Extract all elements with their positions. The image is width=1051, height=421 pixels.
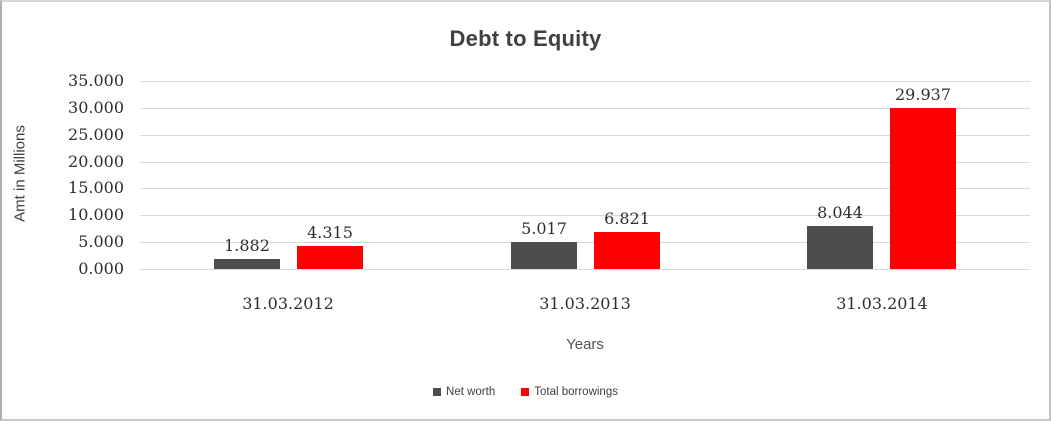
bar xyxy=(807,226,873,269)
x-tick-label: 31.03.2012 xyxy=(242,294,334,313)
bar-value-label: 1.882 xyxy=(224,236,270,255)
gridline xyxy=(140,135,1030,136)
y-tick-label: 15.000 xyxy=(68,178,124,197)
gridline xyxy=(140,269,1030,270)
bar xyxy=(297,246,363,269)
gridline xyxy=(140,188,1030,189)
bar xyxy=(511,242,577,269)
x-axis-title: Years xyxy=(566,336,604,353)
bar-value-label: 4.315 xyxy=(307,223,353,242)
y-axis-title: Amt in Millions xyxy=(11,125,29,222)
gridline xyxy=(140,81,1030,82)
bar-value-label: 6.821 xyxy=(604,209,650,228)
bar xyxy=(890,108,956,269)
chart-title: Debt to Equity xyxy=(449,26,602,51)
legend-swatch-icon xyxy=(521,388,530,396)
legend-item: Total borrowings xyxy=(521,386,618,398)
bar-value-label: 29.937 xyxy=(895,85,951,104)
legend: Net worth Total borrowings xyxy=(2,386,1049,398)
bar-value-label: 8.044 xyxy=(817,203,863,222)
y-tick-label: 25.000 xyxy=(68,125,124,144)
y-tick-label: 5.000 xyxy=(78,232,124,251)
gridline xyxy=(140,215,1030,216)
y-tick-label: 30.000 xyxy=(68,98,124,117)
gridline xyxy=(140,108,1030,109)
x-tick-label: 31.03.2013 xyxy=(539,294,631,313)
y-tick-label: 35.000 xyxy=(68,71,124,90)
gridline xyxy=(140,162,1030,163)
legend-label: Total borrowings xyxy=(534,386,618,398)
legend-label: Net worth xyxy=(446,386,496,398)
bar xyxy=(594,232,660,269)
y-tick-label: 20.000 xyxy=(68,152,124,171)
y-tick-label: 10.000 xyxy=(68,205,124,224)
gridline xyxy=(140,242,1030,243)
legend-item: Net worth xyxy=(433,386,495,398)
legend-swatch-icon xyxy=(433,388,442,396)
bar-value-label: 5.017 xyxy=(521,219,567,238)
bar xyxy=(214,259,280,269)
x-tick-label: 31.03.2014 xyxy=(836,294,928,313)
y-tick-label: 0.000 xyxy=(78,259,124,278)
